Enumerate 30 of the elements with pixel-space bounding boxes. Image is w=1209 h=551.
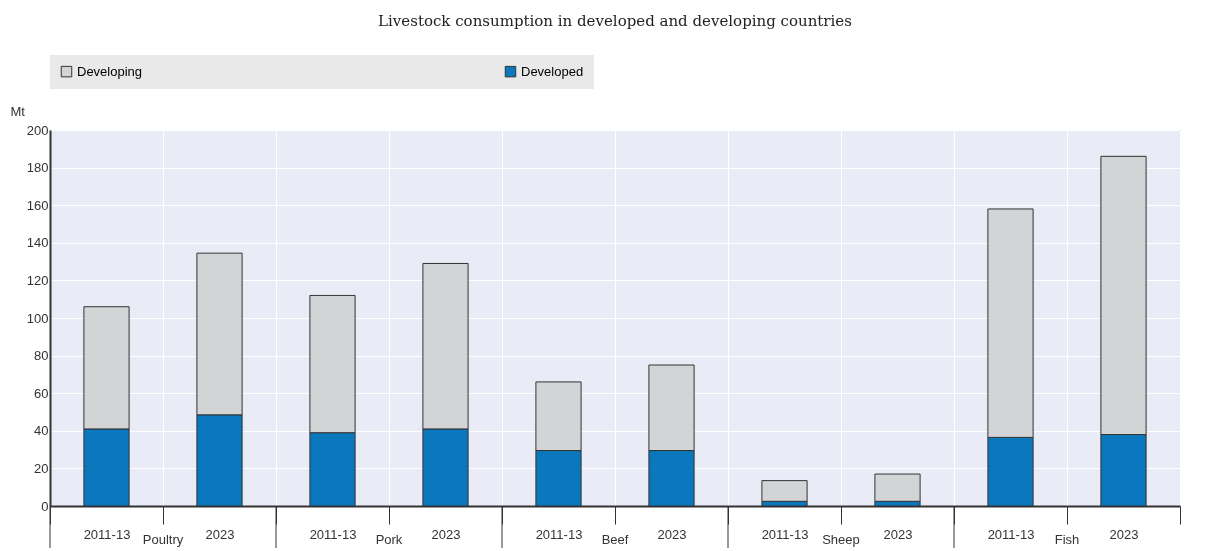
x-tick-label: 2023 <box>431 526 461 542</box>
y-tick-label: 60 <box>34 385 49 401</box>
y-tick-label: 100 <box>26 310 49 326</box>
chart-title: Livestock consumption in developed and developing countries <box>378 12 852 30</box>
x-tick-label: 2011-13 <box>535 526 583 542</box>
y-tick-label: 160 <box>26 197 49 213</box>
x-tick-label: 2023 <box>1109 526 1139 542</box>
y-tick-label: 140 <box>26 235 49 251</box>
x-tick-label: 2011-13 <box>83 526 131 542</box>
x-tick-label: 2023 <box>205 526 235 542</box>
legend-label: Developing <box>77 63 143 79</box>
x-tick-label: 2011-13 <box>987 526 1035 542</box>
text: Beef <box>601 532 629 547</box>
y-tick-label: 0 <box>41 498 49 514</box>
text: Poultry <box>142 532 184 547</box>
y-tick-label: 20 <box>34 460 49 476</box>
y-tick-label: 80 <box>34 348 49 364</box>
text: Sheep <box>822 532 860 547</box>
y-tick-label: 40 <box>34 423 49 439</box>
x-tick-label: 2011-13 <box>309 526 357 542</box>
y-tick-label: 200 <box>26 122 49 138</box>
x-tick-label: 2023 <box>883 526 913 542</box>
x-tick-label: 2023 <box>657 526 687 542</box>
text: Fish <box>1054 532 1080 547</box>
y-axis-title: Mt <box>10 103 26 119</box>
x-tick-label: 2011-13 <box>761 526 809 542</box>
y-tick-label: 180 <box>26 160 49 176</box>
text: Pork <box>375 532 403 547</box>
y-tick-label: 120 <box>26 272 49 288</box>
legend-label: Developed <box>521 63 584 79</box>
